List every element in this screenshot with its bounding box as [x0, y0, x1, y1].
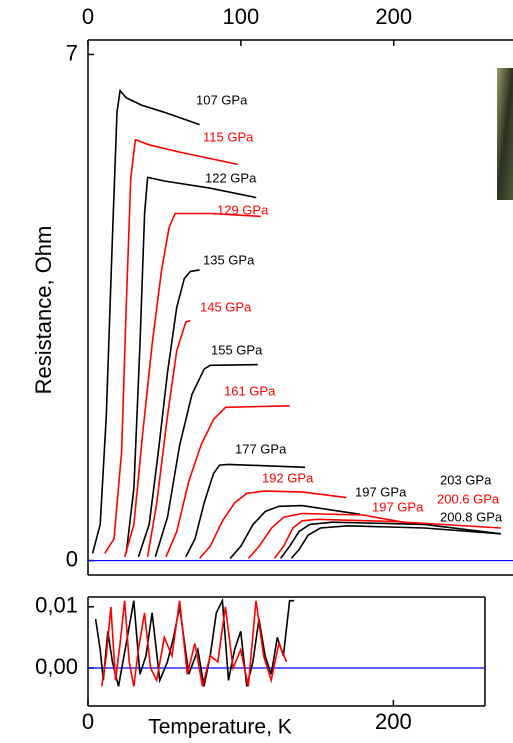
- series-label: 155 GPa: [211, 342, 263, 357]
- data-line: [154, 363, 258, 558]
- y-tick-label: 7: [66, 40, 78, 65]
- x-axis-label: Temperature, K: [148, 716, 292, 739]
- series-label: 107 GPa: [196, 92, 248, 107]
- series-label: 197 GPa: [372, 499, 424, 514]
- data-line: [273, 518, 501, 559]
- data-line: [290, 524, 501, 559]
- series-label: 129 GPa: [217, 202, 269, 217]
- series-label: 200.8 GPa: [440, 509, 503, 524]
- series-label: 135 GPa: [203, 252, 255, 267]
- data-line: [198, 490, 347, 559]
- data-line: [123, 212, 261, 558]
- series-label: 161 GPa: [224, 383, 276, 398]
- x-tick-label: 100: [223, 4, 260, 29]
- series-label: 122 GPa: [205, 170, 257, 185]
- series-label: 177 GPa: [235, 441, 287, 456]
- data-line: [91, 88, 200, 554]
- series-label: 203 GPa: [440, 472, 492, 487]
- series-label: 200.6 GPa: [437, 491, 500, 506]
- data-line: [185, 463, 306, 558]
- y-tick-label: 0,01: [35, 593, 78, 618]
- y-axis-label: Resistance, Ohm: [31, 226, 56, 395]
- data-line: [165, 405, 290, 558]
- series-label: 145 GPa: [200, 299, 252, 314]
- y-tick-label: 0,00: [35, 654, 78, 679]
- y-tick-label: 0: [66, 546, 78, 571]
- data-line: [247, 512, 416, 559]
- data-line: [125, 176, 257, 554]
- series-label: 197 GPa: [355, 484, 407, 499]
- data-line: [146, 319, 191, 558]
- data-line: [104, 138, 238, 554]
- series-label: 115 GPa: [203, 129, 254, 144]
- data-line: [137, 269, 200, 558]
- x-tick-label: 200: [375, 709, 412, 734]
- data-line: [94, 597, 295, 687]
- x-tick-label: 200: [375, 4, 412, 29]
- photo-inset: [497, 68, 513, 200]
- data-line: [100, 600, 288, 687]
- data-line: [229, 504, 361, 559]
- data-line: [279, 521, 501, 559]
- x-tick-label: 0: [82, 709, 94, 734]
- x-tick-label: 0: [82, 4, 94, 29]
- series-label: 192 GPa: [262, 470, 314, 485]
